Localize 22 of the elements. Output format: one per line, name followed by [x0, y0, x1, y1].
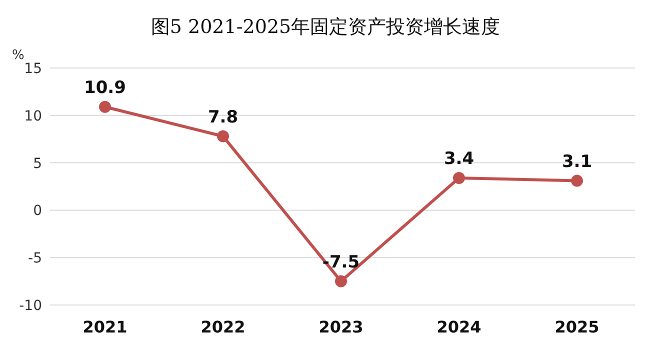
- y-tick-label: 15: [24, 60, 42, 77]
- y-tick-label: 10: [24, 108, 42, 124]
- data-label: 3.4: [444, 148, 474, 169]
- x-tick-label: 2025: [554, 317, 600, 336]
- x-tick-label: 2021: [82, 317, 128, 336]
- point: [335, 275, 347, 288]
- point: [99, 100, 111, 113]
- point: [453, 172, 465, 184]
- x-tick-label: 2024: [436, 317, 482, 336]
- data-label: 7.8: [208, 107, 238, 128]
- data-label: 3.1: [562, 152, 592, 172]
- chart-title: 图5 2021-2025年固定资产投资增长速度: [150, 15, 502, 40]
- y-tick-label: 0: [33, 203, 42, 220]
- x-tick-label: 2023: [318, 317, 364, 336]
- data-label: 10.9: [84, 78, 126, 98]
- y-tick-label: 5: [33, 156, 42, 172]
- y-axis-title: %: [12, 48, 24, 63]
- y-tick-label: -5: [28, 250, 42, 267]
- x-tick-label: 2022: [200, 317, 246, 336]
- point: [571, 174, 583, 187]
- y-tick-label: -10: [19, 298, 42, 314]
- point: [217, 130, 229, 142]
